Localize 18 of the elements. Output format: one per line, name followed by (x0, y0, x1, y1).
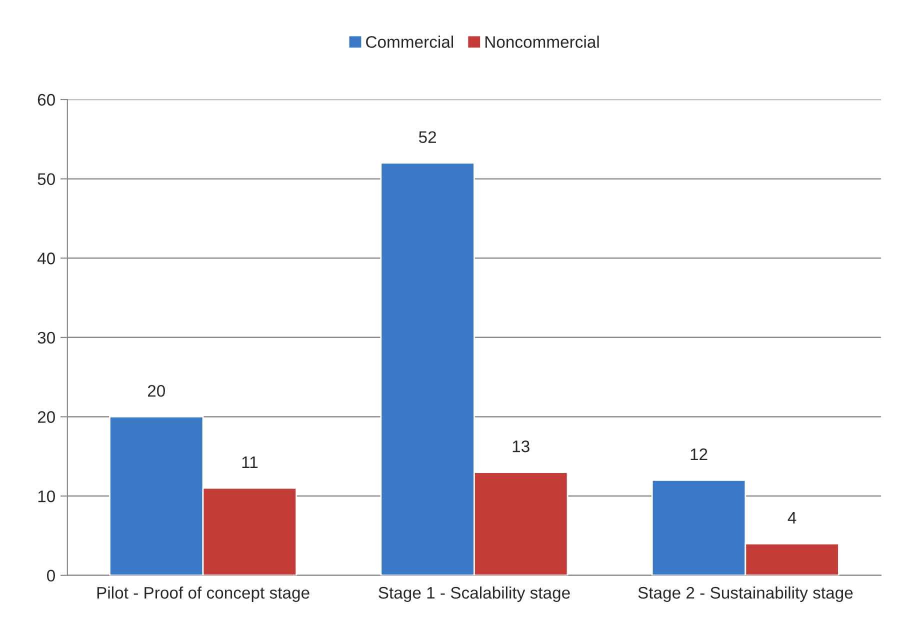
legend-label: Commercial (366, 36, 454, 48)
y-tick-label: 50 (38, 173, 55, 186)
legend-label: Noncommercial (485, 36, 599, 48)
data-label: 20 (148, 384, 165, 397)
y-tick-label: 40 (37, 252, 55, 264)
data-label: 4 (788, 512, 796, 524)
x-tick-label: Stage 1 - Scalability stage (378, 586, 570, 602)
y-tick-label: 30 (38, 332, 55, 344)
data-label: 52 (418, 131, 436, 144)
y-tick-label: 60 (38, 94, 55, 106)
data-label: 12 (690, 448, 708, 460)
y-tick-label: 0 (47, 570, 55, 582)
data-label: 13 (512, 440, 530, 452)
x-tick-label: Stage 2 - Sustainability stage (638, 586, 853, 602)
y-tick-label: 20 (38, 411, 55, 423)
x-tick-label: Pilot - Proof of concept stage (97, 586, 310, 602)
y-tick-label: 10 (38, 490, 55, 502)
data-label: 11 (242, 456, 258, 468)
